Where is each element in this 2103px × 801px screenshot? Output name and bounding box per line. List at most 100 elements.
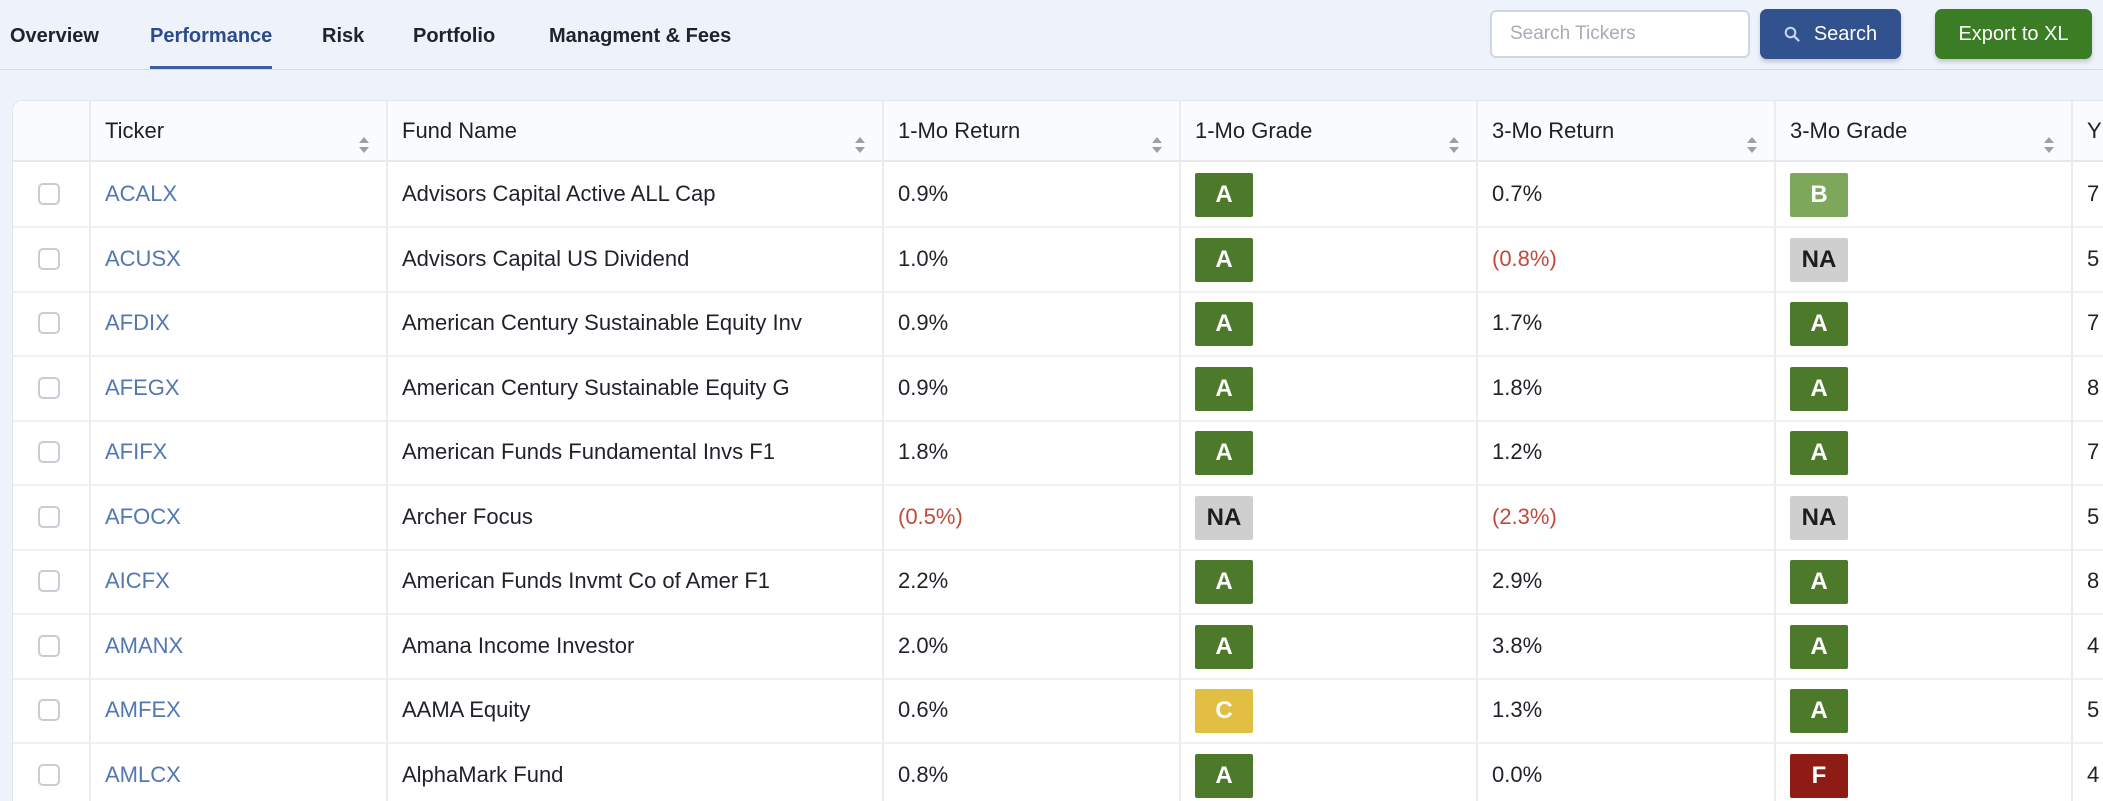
ret-3mo-value: 1.7% bbox=[1492, 310, 1542, 335]
grade-badge: A bbox=[1195, 238, 1253, 282]
column-header-ret-3mo[interactable]: 3-Mo Return bbox=[1478, 101, 1776, 160]
column-header-fund-name[interactable]: Fund Name bbox=[388, 101, 884, 160]
grade-badge: A bbox=[1790, 560, 1848, 604]
ticker-link[interactable]: AMFEX bbox=[105, 697, 181, 722]
select-cell bbox=[13, 356, 91, 420]
ret-1mo-cell: 0.6% bbox=[884, 678, 1181, 742]
next-cell: 7 bbox=[2073, 291, 2103, 355]
fund-name-cell: American Funds Fundamental Invs F1 bbox=[388, 420, 884, 484]
row-checkbox[interactable] bbox=[38, 635, 60, 657]
row-checkbox[interactable] bbox=[38, 441, 60, 463]
table-row[interactable]: AFIFX American Funds Fundamental Invs F1 1… bbox=[13, 420, 2103, 486]
row-checkbox[interactable] bbox=[38, 248, 60, 270]
ret-3mo-cell: 0.7% bbox=[1478, 162, 1776, 226]
column-header-label: Ticker bbox=[105, 118, 164, 143]
tab-managment-fees[interactable]: Managment & Fees bbox=[549, 0, 731, 70]
search-button[interactable]: Search bbox=[1760, 9, 1901, 59]
ret-3mo-value: (2.3%) bbox=[1492, 504, 1557, 529]
next-value: 5 bbox=[2087, 246, 2099, 271]
ret-3mo-cell: 0.0% bbox=[1478, 743, 1776, 801]
ret-3mo-cell: 1.3% bbox=[1478, 678, 1776, 742]
grade-badge: A bbox=[1195, 367, 1253, 411]
ticker-link[interactable]: AICFX bbox=[105, 568, 170, 593]
ticker-cell: ACUSX bbox=[91, 227, 388, 291]
next-cell: 8 bbox=[2073, 549, 2103, 613]
column-header-ticker[interactable]: Ticker bbox=[91, 101, 388, 160]
grade-badge: NA bbox=[1790, 496, 1848, 540]
select-cell bbox=[13, 614, 91, 678]
row-checkbox[interactable] bbox=[38, 377, 60, 399]
fund-name-cell: American Funds Invmt Co of Amer F1 bbox=[388, 549, 884, 613]
select-cell bbox=[13, 678, 91, 742]
tab-portfolio[interactable]: Portfolio bbox=[413, 0, 495, 70]
ret-3mo-value: (0.8%) bbox=[1492, 246, 1557, 271]
sort-icon[interactable] bbox=[1151, 119, 1163, 141]
grade-1mo-cell: A bbox=[1181, 291, 1478, 355]
grade-badge: F bbox=[1790, 754, 1848, 798]
sort-icon[interactable] bbox=[1448, 119, 1460, 141]
column-header-label: 3-Mo Return bbox=[1492, 118, 1614, 143]
next-cell: 4 bbox=[2073, 614, 2103, 678]
fund-name-value: American Funds Fundamental Invs F1 bbox=[402, 439, 775, 464]
column-header-label: Y bbox=[2087, 118, 2102, 143]
next-value: 4 bbox=[2087, 762, 2099, 787]
next-cell: 5 bbox=[2073, 678, 2103, 742]
ticker-link[interactable]: AFEGX bbox=[105, 375, 180, 400]
column-header-grade-1mo[interactable]: 1-Mo Grade bbox=[1181, 101, 1478, 160]
tab-risk[interactable]: Risk bbox=[322, 0, 364, 70]
ticker-link[interactable]: AFOCX bbox=[105, 504, 181, 529]
ret-1mo-value: 1.8% bbox=[898, 439, 948, 464]
tab-overview[interactable]: Overview bbox=[10, 0, 99, 70]
row-checkbox[interactable] bbox=[38, 312, 60, 334]
next-cell: 7 bbox=[2073, 420, 2103, 484]
column-header-grade-3mo[interactable]: 3-Mo Grade bbox=[1776, 101, 2073, 160]
ticker-link[interactable]: AMLCX bbox=[105, 762, 181, 787]
next-cell: 8 bbox=[2073, 356, 2103, 420]
search-input[interactable] bbox=[1490, 10, 1750, 58]
ticker-link[interactable]: ACALX bbox=[105, 181, 177, 206]
ret-1mo-value: 0.9% bbox=[898, 375, 948, 400]
fund-name-cell: Amana Income Investor bbox=[388, 614, 884, 678]
column-header-label: 3-Mo Grade bbox=[1790, 118, 1907, 143]
sort-icon[interactable] bbox=[2043, 119, 2055, 141]
row-checkbox[interactable] bbox=[38, 699, 60, 721]
ticker-link[interactable]: AFIFX bbox=[105, 439, 167, 464]
row-checkbox[interactable] bbox=[38, 183, 60, 205]
grade-badge: A bbox=[1790, 367, 1848, 411]
sort-icon[interactable] bbox=[1746, 119, 1758, 141]
grade-1mo-cell: A bbox=[1181, 356, 1478, 420]
ticker-cell: AFOCX bbox=[91, 485, 388, 549]
row-checkbox[interactable] bbox=[38, 764, 60, 786]
export-button[interactable]: Export to XL bbox=[1935, 9, 2092, 59]
tab-performance[interactable]: Performance bbox=[150, 0, 272, 70]
sort-icon[interactable] bbox=[854, 119, 866, 141]
column-header-ret-1mo[interactable]: 1-Mo Return bbox=[884, 101, 1181, 160]
grade-1mo-cell: A bbox=[1181, 162, 1478, 226]
ret-3mo-value: 0.7% bbox=[1492, 181, 1542, 206]
tab-divider bbox=[0, 69, 2103, 70]
grade-badge: NA bbox=[1790, 238, 1848, 282]
ticker-link[interactable]: ACUSX bbox=[105, 246, 181, 271]
ret-3mo-cell: 1.7% bbox=[1478, 291, 1776, 355]
row-checkbox[interactable] bbox=[38, 570, 60, 592]
row-checkbox[interactable] bbox=[38, 506, 60, 528]
grade-badge: A bbox=[1195, 302, 1253, 346]
next-value: 4 bbox=[2087, 633, 2099, 658]
next-value: 8 bbox=[2087, 568, 2099, 593]
ticker-link[interactable]: AFDIX bbox=[105, 310, 170, 335]
column-header-next: Y bbox=[2073, 101, 2103, 160]
select-cell bbox=[13, 420, 91, 484]
grade-badge: A bbox=[1195, 625, 1253, 669]
sort-icon[interactable] bbox=[358, 119, 370, 141]
ticker-link[interactable]: AMANX bbox=[105, 633, 183, 658]
next-value: 8 bbox=[2087, 375, 2099, 400]
